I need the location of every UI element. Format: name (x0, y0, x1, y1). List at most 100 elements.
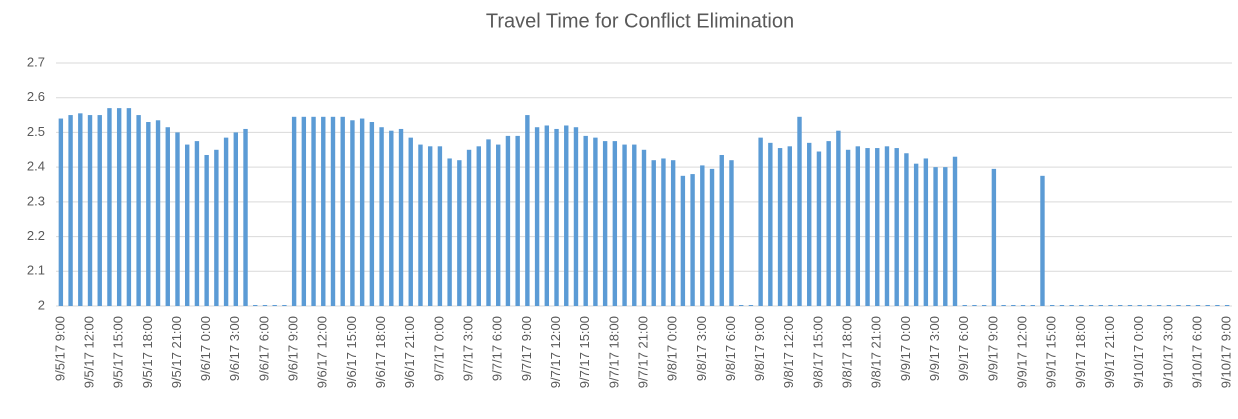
bar (670, 160, 676, 306)
bar (593, 137, 598, 306)
bar (748, 305, 754, 306)
bar (398, 128, 404, 306)
bar (476, 146, 481, 306)
bar (194, 141, 200, 306)
bar (972, 305, 977, 306)
bar (962, 305, 967, 306)
bar (223, 137, 229, 306)
bar (884, 146, 890, 306)
x-tick-label: 9/10/17 6:00 (1189, 316, 1204, 388)
bar (58, 118, 64, 307)
bar (1040, 175, 1045, 306)
bar (1205, 305, 1210, 306)
bar (719, 154, 724, 306)
x-tick-label: 9/6/17 15:00 (344, 316, 359, 388)
bar (836, 130, 841, 306)
bar (573, 127, 579, 306)
bar (243, 128, 248, 306)
bar (602, 141, 608, 306)
y-tick-label: 2.1 (27, 263, 45, 278)
x-tick-label: 9/7/17 3:00 (460, 316, 475, 381)
x-tick-label: 9/8/17 12:00 (781, 316, 796, 388)
bar (330, 116, 336, 306)
bar (408, 137, 413, 306)
bar (1166, 305, 1172, 306)
x-tick-label: 9/5/17 21:00 (169, 316, 184, 388)
bar (185, 144, 190, 306)
bar (1137, 305, 1142, 306)
bar (321, 116, 326, 306)
x-tick-label: 9/6/17 21:00 (402, 316, 417, 388)
bar (981, 305, 987, 306)
x-tick-label: 9/5/17 15:00 (111, 316, 126, 388)
bar (700, 165, 705, 306)
bar (155, 120, 161, 307)
bar (544, 125, 550, 306)
x-tick-label: 9/9/17 21:00 (1102, 316, 1117, 388)
bar (515, 135, 520, 306)
bar (447, 158, 452, 306)
bar (904, 153, 909, 306)
bar (729, 160, 734, 306)
bar (1049, 305, 1055, 306)
bar (1098, 305, 1103, 306)
bar (661, 158, 666, 306)
bar (1147, 305, 1152, 306)
y-tick-label: 2.2 (27, 228, 45, 243)
bar (913, 163, 919, 306)
x-tick-label: 9/7/17 18:00 (606, 316, 621, 388)
x-tick-label: 9/5/17 9:00 (52, 316, 67, 381)
bar (486, 139, 491, 306)
bar (1224, 305, 1230, 306)
bar (175, 132, 180, 306)
bar (651, 160, 656, 306)
bar (787, 146, 792, 306)
bar (709, 168, 715, 306)
bar (1215, 305, 1220, 306)
x-tick-label: 9/7/17 6:00 (490, 316, 505, 381)
x-tick-label: 9/6/17 3:00 (227, 316, 242, 381)
bar (865, 148, 870, 306)
x-tick-label: 9/6/17 12:00 (315, 316, 330, 388)
bar (534, 127, 540, 306)
bar (369, 122, 375, 306)
x-tick-label: 9/8/17 3:00 (694, 316, 709, 381)
bar (214, 149, 219, 306)
bar (768, 142, 773, 306)
bar (466, 149, 472, 306)
x-tick-label: 9/9/17 0:00 (898, 316, 913, 381)
bar (845, 149, 851, 306)
bar (797, 116, 802, 306)
x-tick-label: 9/9/17 15:00 (1044, 316, 1059, 388)
bar (301, 116, 307, 306)
x-tick-label: 9/6/17 18:00 (373, 316, 388, 388)
x-tick-label: 9/9/17 12:00 (1014, 316, 1029, 388)
chart-title: Travel Time for Conflict Elimination (486, 10, 794, 32)
bar (554, 128, 559, 306)
x-tick-label: 9/6/17 6:00 (256, 316, 271, 381)
bar (505, 135, 511, 306)
x-tick-label: 9/5/17 12:00 (81, 316, 96, 388)
bar (952, 156, 958, 306)
bar (943, 167, 948, 306)
bar (437, 146, 443, 306)
bar (991, 168, 997, 306)
bar (1127, 305, 1133, 306)
bar (97, 115, 102, 306)
bar (233, 132, 239, 306)
bar (1069, 305, 1074, 306)
bar (68, 115, 73, 306)
bar (923, 158, 929, 306)
y-tick-label: 2.5 (27, 124, 45, 139)
bar (1176, 305, 1181, 306)
bar (583, 135, 588, 306)
bar (1195, 305, 1201, 306)
bar (1001, 305, 1006, 306)
bar (1059, 305, 1065, 306)
bar (496, 144, 501, 306)
x-tick-label: 9/9/17 3:00 (927, 316, 942, 381)
x-tick-label: 9/10/17 3:00 (1160, 316, 1175, 388)
bar (116, 108, 122, 306)
bar (272, 305, 277, 306)
